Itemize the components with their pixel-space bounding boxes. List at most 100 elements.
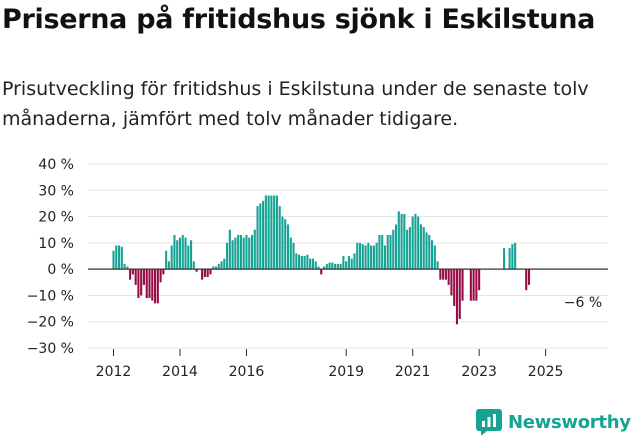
bar	[442, 269, 445, 280]
bar	[433, 245, 436, 270]
bar	[353, 253, 356, 270]
bar	[383, 245, 387, 270]
bar	[325, 263, 328, 270]
bar	[358, 242, 362, 270]
bar	[131, 269, 134, 275]
bar	[389, 234, 392, 270]
bar	[347, 256, 350, 270]
bar	[181, 234, 184, 270]
bar	[262, 200, 265, 270]
bar	[126, 266, 129, 270]
bar	[134, 269, 137, 285]
bar	[190, 240, 193, 270]
bar	[392, 229, 395, 270]
bar	[234, 237, 237, 270]
bar	[425, 232, 428, 270]
bar	[503, 248, 506, 270]
bar	[167, 261, 170, 270]
bar	[242, 237, 245, 270]
bar	[289, 237, 292, 270]
bar	[178, 237, 182, 270]
x-tick-label: 2025	[528, 364, 564, 380]
bar	[275, 195, 278, 270]
bar	[411, 216, 414, 270]
bar	[220, 261, 223, 270]
bar	[370, 245, 373, 270]
newsworthy-logo-icon	[476, 409, 502, 435]
bar	[217, 263, 220, 270]
bar	[306, 254, 309, 270]
x-tick-label: 2012	[96, 364, 132, 380]
bar	[525, 269, 528, 291]
bar	[364, 245, 367, 270]
bar	[259, 203, 262, 270]
y-tick-label: 10 %	[38, 236, 74, 252]
brand-name: Newsworthy	[508, 411, 631, 433]
bar	[478, 269, 481, 291]
bar	[328, 262, 331, 270]
y-tick-label: −10 %	[27, 288, 74, 304]
bar	[336, 263, 339, 270]
bar	[461, 269, 464, 301]
bar	[469, 269, 472, 301]
bar	[115, 245, 118, 270]
y-tick-label: −30 %	[27, 341, 74, 357]
bar	[309, 258, 312, 270]
bar	[386, 234, 389, 270]
bar	[397, 211, 400, 270]
bar	[436, 261, 439, 270]
bar	[419, 224, 423, 270]
bar	[245, 234, 248, 270]
bar	[378, 234, 381, 270]
bar	[394, 224, 398, 270]
chart-title: Priserna på fritidshus sjönk i Eskilstun…	[2, 4, 596, 35]
bar	[148, 269, 151, 299]
bar	[278, 206, 281, 270]
bar	[195, 269, 198, 272]
x-tick-label: 2023	[461, 364, 497, 380]
bar	[159, 269, 162, 283]
bar	[237, 234, 240, 270]
bar	[156, 269, 159, 304]
bar	[367, 242, 370, 270]
bar	[317, 266, 320, 270]
y-tick-label: 30 %	[38, 183, 74, 199]
x-tick-label: 2016	[229, 364, 265, 380]
y-tick-label: −20 %	[27, 315, 74, 331]
bar	[284, 219, 287, 270]
bar	[361, 244, 364, 270]
bar	[226, 242, 229, 270]
bar	[206, 269, 209, 278]
bar	[300, 256, 303, 270]
bar	[403, 213, 406, 270]
bar	[140, 269, 143, 296]
bar	[527, 269, 531, 285]
bar	[154, 269, 157, 304]
bar	[514, 242, 517, 270]
bar	[253, 229, 256, 270]
bar	[444, 269, 447, 280]
bar	[314, 261, 317, 270]
bar	[453, 269, 456, 306]
bar	[273, 195, 276, 270]
bar	[414, 213, 417, 270]
bar	[203, 269, 206, 278]
x-tick-label: 2021	[395, 364, 431, 380]
bar	[170, 245, 173, 270]
bar	[123, 263, 126, 270]
bar	[112, 250, 115, 270]
bar	[311, 258, 314, 270]
bar	[450, 269, 453, 296]
y-tick-label: 20 %	[38, 210, 74, 226]
bar	[339, 263, 342, 270]
bar	[439, 269, 442, 280]
bar	[455, 269, 459, 325]
bar	[331, 262, 334, 270]
bar	[472, 269, 475, 301]
bar	[322, 266, 326, 270]
bar	[356, 242, 359, 270]
bar	[334, 263, 337, 270]
bar	[303, 256, 306, 270]
bar	[145, 269, 148, 299]
bar	[209, 269, 212, 275]
